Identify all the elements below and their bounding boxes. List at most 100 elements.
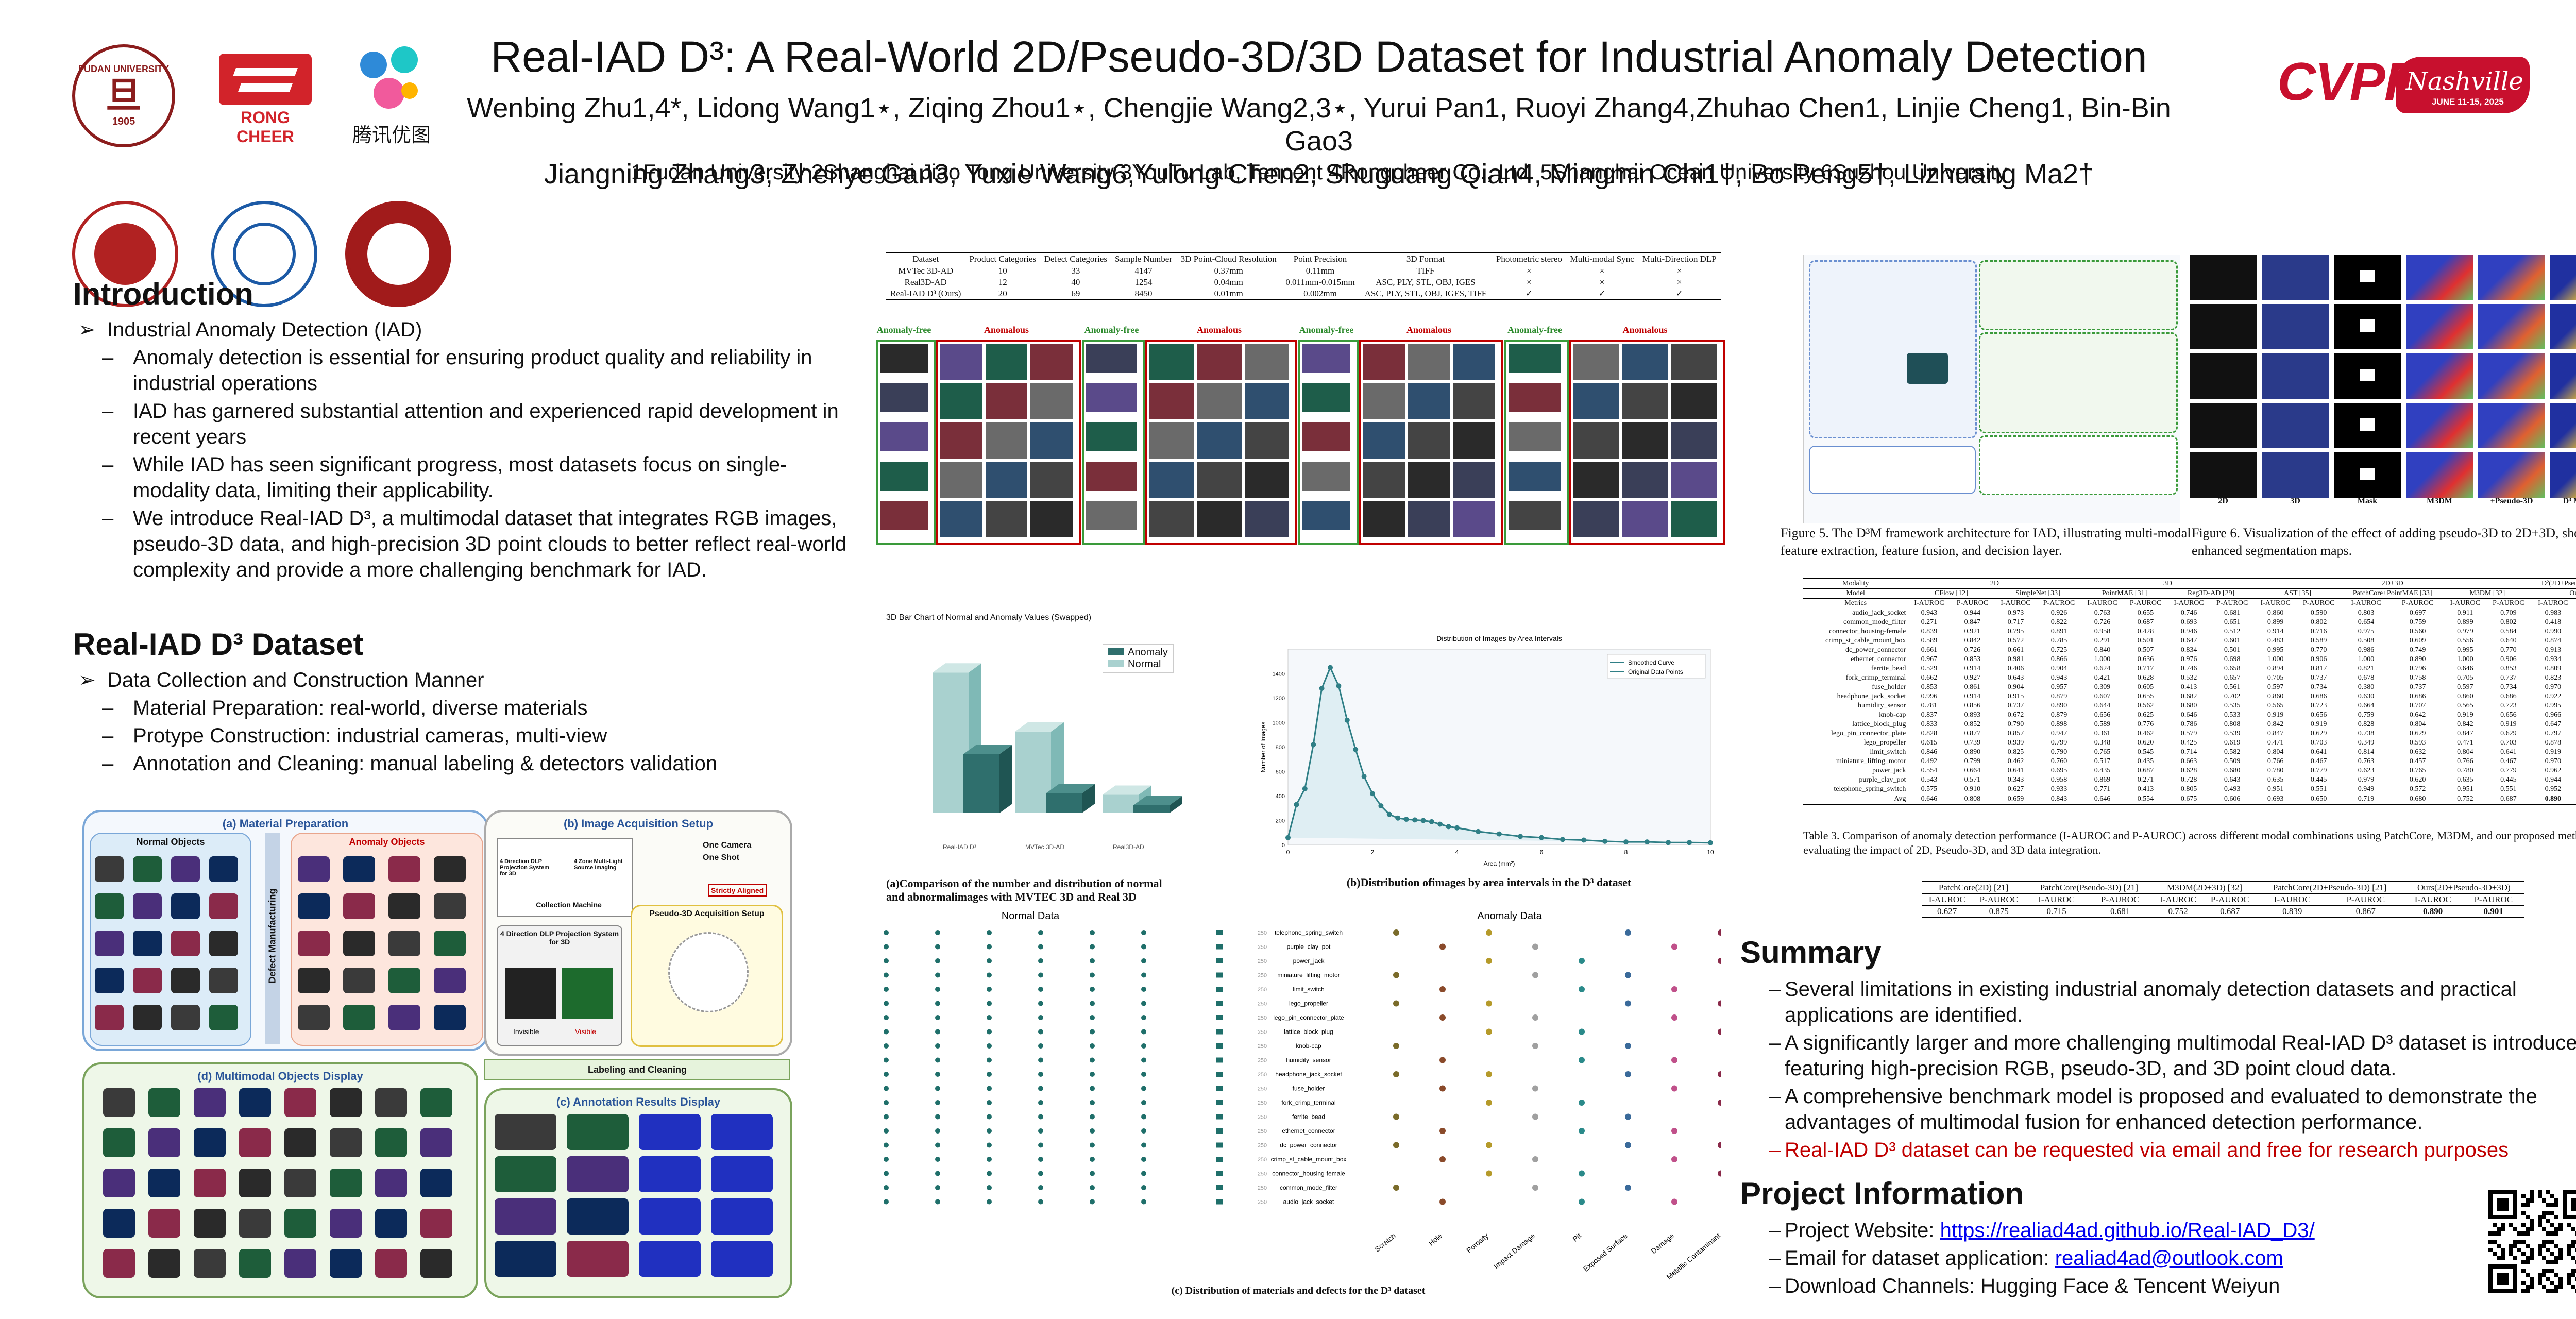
t3-cell: 0.687 <box>2137 618 2154 626</box>
t3-cell: 0.703 <box>2310 739 2327 747</box>
t3-cell: 0.425 <box>2180 739 2197 747</box>
object-thumbnail <box>495 1156 556 1192</box>
sample-thumbnail <box>1453 462 1495 498</box>
t3-cell: 0.779 <box>2310 767 2327 774</box>
data-point <box>1687 840 1692 845</box>
t3-cell: 0.501 <box>2224 646 2241 654</box>
normal-dot <box>987 1128 992 1134</box>
table-row: MVTec 3D-AD 10 33 4147 0.37mm 0.11mm TIFF × × × <box>886 265 1721 277</box>
t3-cell: 0.656 <box>2094 711 2111 719</box>
t3-cell: 0.919 <box>2500 720 2517 728</box>
t3-cell: 0.650 <box>2310 795 2327 803</box>
object-thumbnail <box>330 1169 362 1197</box>
t3-cell: 0.795 <box>2007 628 2024 635</box>
t1-cell: ✓ <box>1598 289 1606 298</box>
t3-cell: 0.771 <box>2094 785 2111 793</box>
category-label: lego_pin_connector_plate <box>1273 1014 1344 1021</box>
t3-cell: 0.646 <box>2457 665 2473 672</box>
normal-dot <box>1141 1057 1146 1063</box>
t3-cell: 0.802 <box>2310 618 2327 626</box>
y-tick-label: 0 <box>1282 842 1285 849</box>
t4-cell: 0.901 <box>2483 906 2503 916</box>
object-thumbnail <box>209 968 238 993</box>
sample-thumbnail <box>1573 422 1619 459</box>
bar3d-category-label: MVTec 3D-AD <box>1025 843 1064 851</box>
bar3d-title: 3D Bar Chart of Normal and Anomaly Value… <box>886 613 1092 622</box>
t3-cell: 0.517 <box>2094 757 2111 765</box>
table-row: miniature_lifting_motor 0.492 0.799 0.462 0.… <box>1803 757 2576 766</box>
t3-cell: 0.663 <box>2180 757 2197 765</box>
sample-thumbnail <box>880 501 928 530</box>
introduction-heading: Introduction <box>73 277 253 311</box>
normal-dot <box>884 1100 889 1105</box>
t3-cell: 0.579 <box>2180 730 2197 737</box>
t3-cell: 0.879 <box>2050 692 2067 700</box>
t3-cell: 0.606 <box>2224 795 2241 803</box>
normal-dot <box>1038 1114 1043 1120</box>
t3-cell: 0.533 <box>2224 711 2241 719</box>
normal-count-label: 250 <box>1258 1029 1267 1036</box>
summary-section: Summary Several limitations in existing … <box>1740 935 2576 1165</box>
t3-cell: 0.421 <box>2094 674 2111 682</box>
normal-dot <box>935 1157 940 1162</box>
line-fill <box>1288 667 1710 843</box>
t3-model-header: CFlow [12] <box>1934 589 1968 597</box>
project-email-link[interactable]: realiad4ad@outlook.com <box>2055 1247 2283 1270</box>
t3-cell: 0.467 <box>2310 757 2327 765</box>
normal-dot <box>1090 1199 1095 1205</box>
normal-count-label: 250 <box>1258 1171 1267 1177</box>
normal-dot <box>987 1142 992 1148</box>
project-email-label: Email for dataset application: <box>1785 1247 2055 1270</box>
data-point <box>1581 837 1586 843</box>
normal-dot <box>987 1029 992 1035</box>
t3-cell: 0.979 <box>2457 628 2473 635</box>
vis-tile <box>2478 353 2545 399</box>
object-thumbnail <box>284 1088 316 1117</box>
t3-cell: 0.805 <box>2180 785 2197 793</box>
normal-count-label: 250 <box>1258 930 1267 936</box>
object-thumbnail <box>298 931 330 956</box>
visualization-figure <box>2190 255 2576 502</box>
table-row: lattice_block_plug 0.833 0.852 0.790 0.898 0.… <box>1803 720 2576 729</box>
sample-thumbnail <box>1408 501 1450 537</box>
t3-group-header: 3D <box>2163 580 2173 587</box>
normal-dot <box>1090 1043 1095 1049</box>
data-point <box>1429 819 1434 824</box>
project-website-link[interactable]: https://realiad4ad.github.io/Real-IAD_D3… <box>1940 1219 2315 1242</box>
bar3d-caption: (a)Comparison of the number and distribu… <box>886 877 1162 903</box>
normal-dot <box>1090 1128 1095 1134</box>
object-thumbnail <box>284 1169 316 1197</box>
anomalous-label: Anomalous <box>984 325 1029 335</box>
y-tick-label: 1400 <box>1273 671 1285 678</box>
normal-dot <box>935 1086 940 1091</box>
anomaly-dot <box>1718 1028 1724 1035</box>
t3-cell: 0.823 <box>2545 674 2562 682</box>
object-thumbnail <box>388 1005 420 1030</box>
normal-objects-label: Normal Objects <box>136 837 205 847</box>
bar3d-normal-bar <box>963 754 999 813</box>
sample-thumbnail <box>1453 383 1495 419</box>
anomaly-objects-label: Anomaly Objects <box>349 837 425 847</box>
qr-code[interactable] <box>2488 1190 2576 1293</box>
t3-cell: 0.656 <box>2500 711 2517 719</box>
t3-cell: 0.979 <box>2358 776 2375 784</box>
object-thumbnail <box>375 1209 407 1238</box>
t3-cell: ethernet_connector <box>1851 655 1906 663</box>
t3-cell: 0.349 <box>2358 739 2375 747</box>
category-swatch <box>1216 1043 1223 1049</box>
t3-cell: 0.737 <box>2310 674 2327 682</box>
t3-cell: 0.664 <box>2358 702 2375 709</box>
data-point <box>1370 791 1375 797</box>
sample-thumbnail <box>1622 422 1668 459</box>
dataset-item: Material Preparation: real-world, divers… <box>73 695 856 721</box>
sample-thumbnail <box>985 422 1028 459</box>
sample-thumbnail <box>940 501 982 537</box>
table-row: humidity_sensor 0.781 0.856 0.737 0.890 0.644… <box>1803 701 2576 711</box>
t3-cell: limit_switch <box>1870 748 1906 756</box>
bar3d-category-label: Real3D-AD <box>1113 843 1144 851</box>
t3-cell: 0.627 <box>2007 785 2024 793</box>
t3-model-header: Model <box>1846 589 1865 597</box>
t3-cell: 0.857 <box>2007 730 2024 737</box>
t3-cell: 0.492 <box>1921 757 1938 765</box>
t3-cell: 0.852 <box>1964 720 1981 728</box>
